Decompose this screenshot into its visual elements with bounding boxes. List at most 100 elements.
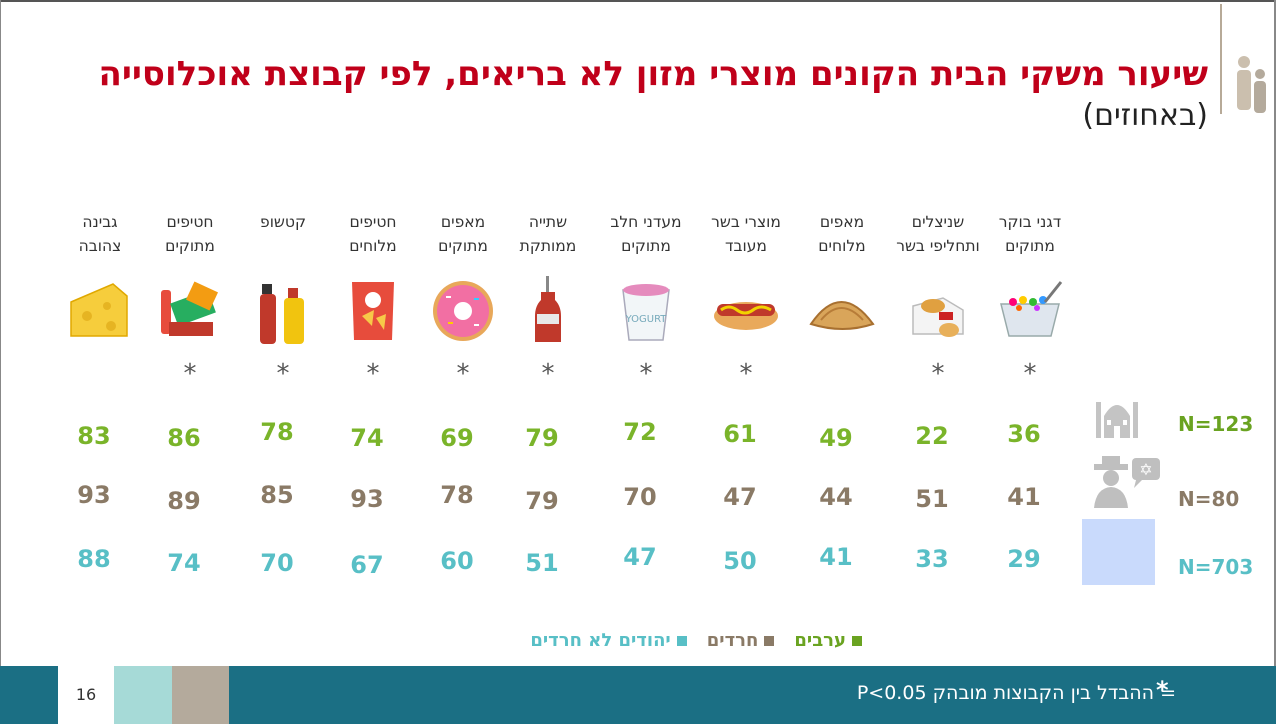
arab-value: 86 [167,424,201,452]
haredi-person-icon: ✡ [1094,456,1160,508]
product-label: שניצלים ותחליפי בשר [896,213,980,255]
product-column: שניצלים ותחליפי בשר * [892,210,984,394]
haredi-value: 47 [723,483,757,511]
jewish-value: 60 [440,547,474,575]
arab-value: 22 [915,422,949,450]
legend-item-haredi: חרדים [707,630,775,651]
legend-item-arab: ערבים [794,630,862,651]
jewish-value: 41 [819,543,853,571]
product-column: חטיפים מלוחים * [327,210,419,394]
arab-value: 69 [440,424,474,452]
footer-accent-teal [114,666,172,724]
svg-text:YOGURT: YOGURT [625,314,668,325]
product-column: מאפים מתוקים * [417,210,509,394]
header-divider [1220,4,1222,114]
haredi-value: 44 [819,483,853,511]
arab-sample-size: N=123 [1178,412,1254,436]
chips-icon [338,276,408,346]
jewish-sample-size: N=703 [1178,555,1254,579]
yogurt-icon: YOGURT [611,276,681,346]
arab-value: 74 [350,424,384,452]
jewish-value: 33 [915,545,949,573]
haredi-value: 79 [525,487,559,515]
haredi-sample-size: N=80 [1178,487,1240,511]
sweets-icon [155,276,225,346]
legend-label-arab: ערבים [794,630,846,651]
product-column: גבינה צהובה [54,210,146,394]
left-border [0,0,1,724]
soda-icon [513,276,583,346]
family-logo-icon [1237,56,1266,113]
arab-value: 61 [723,420,757,448]
product-label: מעדני חלב מתוקים [610,213,682,255]
product-column: שתייה ממותקת * [502,210,594,394]
product-label: דגני בוקר מתוקים [998,213,1062,255]
arab-value: 79 [525,424,559,452]
haredi-value: 85 [260,481,294,509]
page-title: שיעור משקי הבית הקונים מוצרי מזון לא ברי… [98,54,1208,94]
ketchup-icon [248,276,318,346]
significance-star: * [366,359,380,389]
page-number: 16 [75,685,97,704]
mosque-icon [1096,402,1138,438]
haredi-value: 41 [1007,483,1041,511]
product-column: מוצרי בשר מעובד * [700,210,792,394]
page-subtitle: (באחוזים) [1082,98,1208,133]
significance-star: * [183,359,197,389]
product-label: מאפים מלוחים [818,213,866,255]
cereal-icon [995,276,1065,346]
product-label: חטיפים מלוחים [349,213,397,255]
top-border [0,0,1276,2]
footer-page-box [58,666,114,724]
product-label: קטשופ [260,213,306,231]
legend-swatch-arab [852,635,862,646]
legend-swatch-haredi [764,635,775,646]
significance-star: * [639,359,653,389]
haredi-value: 93 [77,481,111,509]
significance-star: * [456,359,470,389]
significance-star: * [739,359,753,389]
haredi-value: 89 [167,487,201,515]
arab-value: 72 [623,418,657,446]
product-label: שתייה ממותקת [519,213,577,255]
hotdog-icon [711,276,781,346]
arab-value: 49 [819,424,853,452]
legend-label-jewish: יהודים לא חרדים [530,630,671,651]
cheese-icon [65,276,135,346]
product-column: קטשופ * [237,210,329,394]
legend: ערבים חרדים יהודים לא חרדים [502,630,862,651]
donut-icon [428,276,498,346]
product-label: מאפים מתוקים [438,213,488,255]
jewish-value: 67 [350,551,384,579]
jewish-value: 29 [1007,545,1041,573]
footer-accent-taupe [172,666,229,724]
jewish-value: 50 [723,547,757,575]
product-label: מוצרי בשר מעובד [711,213,781,255]
product-column: מעדני חלב מתוקים YOGURT * [600,210,692,394]
product-label: חטיפים מתוקים [165,213,215,255]
significance-star: * [931,359,945,389]
haredi-value: 51 [915,485,949,513]
jewish-value: 47 [623,543,657,571]
jewish-value: 88 [77,545,111,573]
arab-value: 36 [1007,420,1041,448]
significance-star [54,354,146,394]
jewish-value: 70 [260,549,294,577]
significance-star: * [276,359,290,389]
arab-value: 83 [77,422,111,450]
legend-item-jewish: יהודים לא חרדים [530,630,687,651]
haredi-value: 93 [350,485,384,513]
significance-star [796,354,888,394]
arab-value: 78 [260,418,294,446]
product-column: חטיפים מתוקים * [144,210,236,394]
product-column: דגני בוקר מתוקים * [984,210,1076,394]
footnote: = ההבדל בין הקבוצות מובהק P<0.05 [856,682,1176,704]
schnitzel-icon [903,276,973,346]
footnote-star: * [1156,676,1169,704]
haredi-value: 78 [440,481,474,509]
pastry-icon [807,276,877,346]
legend-swatch-jewish [676,635,687,646]
right-border [1274,0,1276,724]
significance-star: * [1023,359,1037,389]
haredi-value: 70 [623,483,657,511]
